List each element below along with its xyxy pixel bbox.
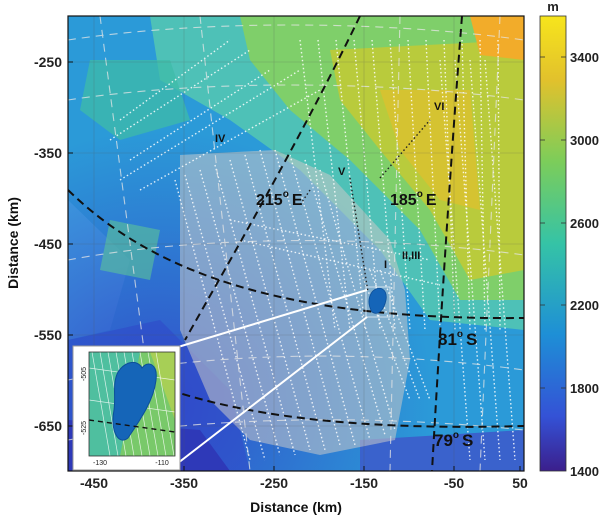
y-tick-label: -650 bbox=[34, 418, 62, 434]
line-label-V: V bbox=[338, 166, 346, 178]
y-tick-labels: -250 -350 -450 -550 -650 bbox=[34, 54, 62, 434]
x-tick-label: -50 bbox=[444, 475, 464, 491]
x-tick-label: -150 bbox=[350, 475, 378, 491]
y-tick-label: -550 bbox=[34, 327, 62, 343]
meridian-185-label: 185o E bbox=[390, 189, 437, 209]
colorbar-tick: 1400 bbox=[570, 464, 599, 479]
parallel-81-label: 81o S bbox=[438, 329, 477, 349]
tick-marks bbox=[68, 61, 521, 471]
meridian-215-label: 215o E bbox=[256, 189, 303, 209]
inset-x-tick: -110 bbox=[155, 460, 169, 467]
colorbar-unit: m bbox=[547, 0, 559, 14]
line-label-II-III: II,III bbox=[402, 250, 420, 262]
colorbar-tick: 2200 bbox=[570, 298, 599, 313]
parallel-79-label: 79o S bbox=[434, 430, 473, 450]
parallel-81s bbox=[68, 189, 524, 320]
colorbar: m 3400 3000 2600 2200 1800 1400 bbox=[539, 0, 599, 479]
y-axis-title: Distance (km) bbox=[5, 197, 21, 289]
inset-y-tick: -525 bbox=[81, 421, 88, 435]
y-tick-label: -350 bbox=[34, 145, 62, 161]
colorbar-gradient bbox=[539, 15, 567, 472]
x-axis-title: Distance (km) bbox=[250, 499, 342, 515]
line-label-IV: IV bbox=[215, 133, 226, 145]
inset-lake bbox=[112, 362, 157, 441]
line-label-VI: VI bbox=[434, 101, 444, 113]
inset-panel: -130 -110 -505 -525 bbox=[72, 345, 181, 471]
lake-outline bbox=[368, 287, 387, 314]
colorbar-tick: 1800 bbox=[570, 381, 599, 396]
x-tick-label: 50 bbox=[512, 475, 528, 491]
meridian-185e bbox=[431, 16, 463, 471]
graticule-dark bbox=[68, 16, 524, 471]
colorbar-tick: 3400 bbox=[570, 50, 599, 65]
x-tick-labels: -450 -350 -250 -150 -50 50 bbox=[80, 475, 528, 491]
y-tick-label: -450 bbox=[34, 236, 62, 252]
colorbar-tick: 3000 bbox=[570, 133, 599, 148]
graticule-annotations: 215o E 185o E 81o S 79o S bbox=[256, 189, 477, 450]
x-tick-label: -250 bbox=[260, 475, 288, 491]
line-label-I: I bbox=[384, 259, 387, 271]
inset-y-tick: -505 bbox=[81, 367, 88, 381]
x-tick-label: -350 bbox=[170, 475, 198, 491]
inset-x-tick: -130 bbox=[93, 460, 107, 467]
meridian-215e bbox=[184, 16, 361, 341]
callout-lines bbox=[177, 289, 368, 464]
y-tick-label: -250 bbox=[34, 54, 62, 70]
parallel-79s bbox=[169, 389, 524, 428]
x-tick-label: -450 bbox=[80, 475, 108, 491]
colorbar-tick: 2600 bbox=[570, 216, 599, 231]
lake-box bbox=[365, 286, 391, 318]
survey-line-labels: I II,III IV V VI bbox=[215, 101, 444, 271]
flight-segments bbox=[299, 119, 431, 293]
